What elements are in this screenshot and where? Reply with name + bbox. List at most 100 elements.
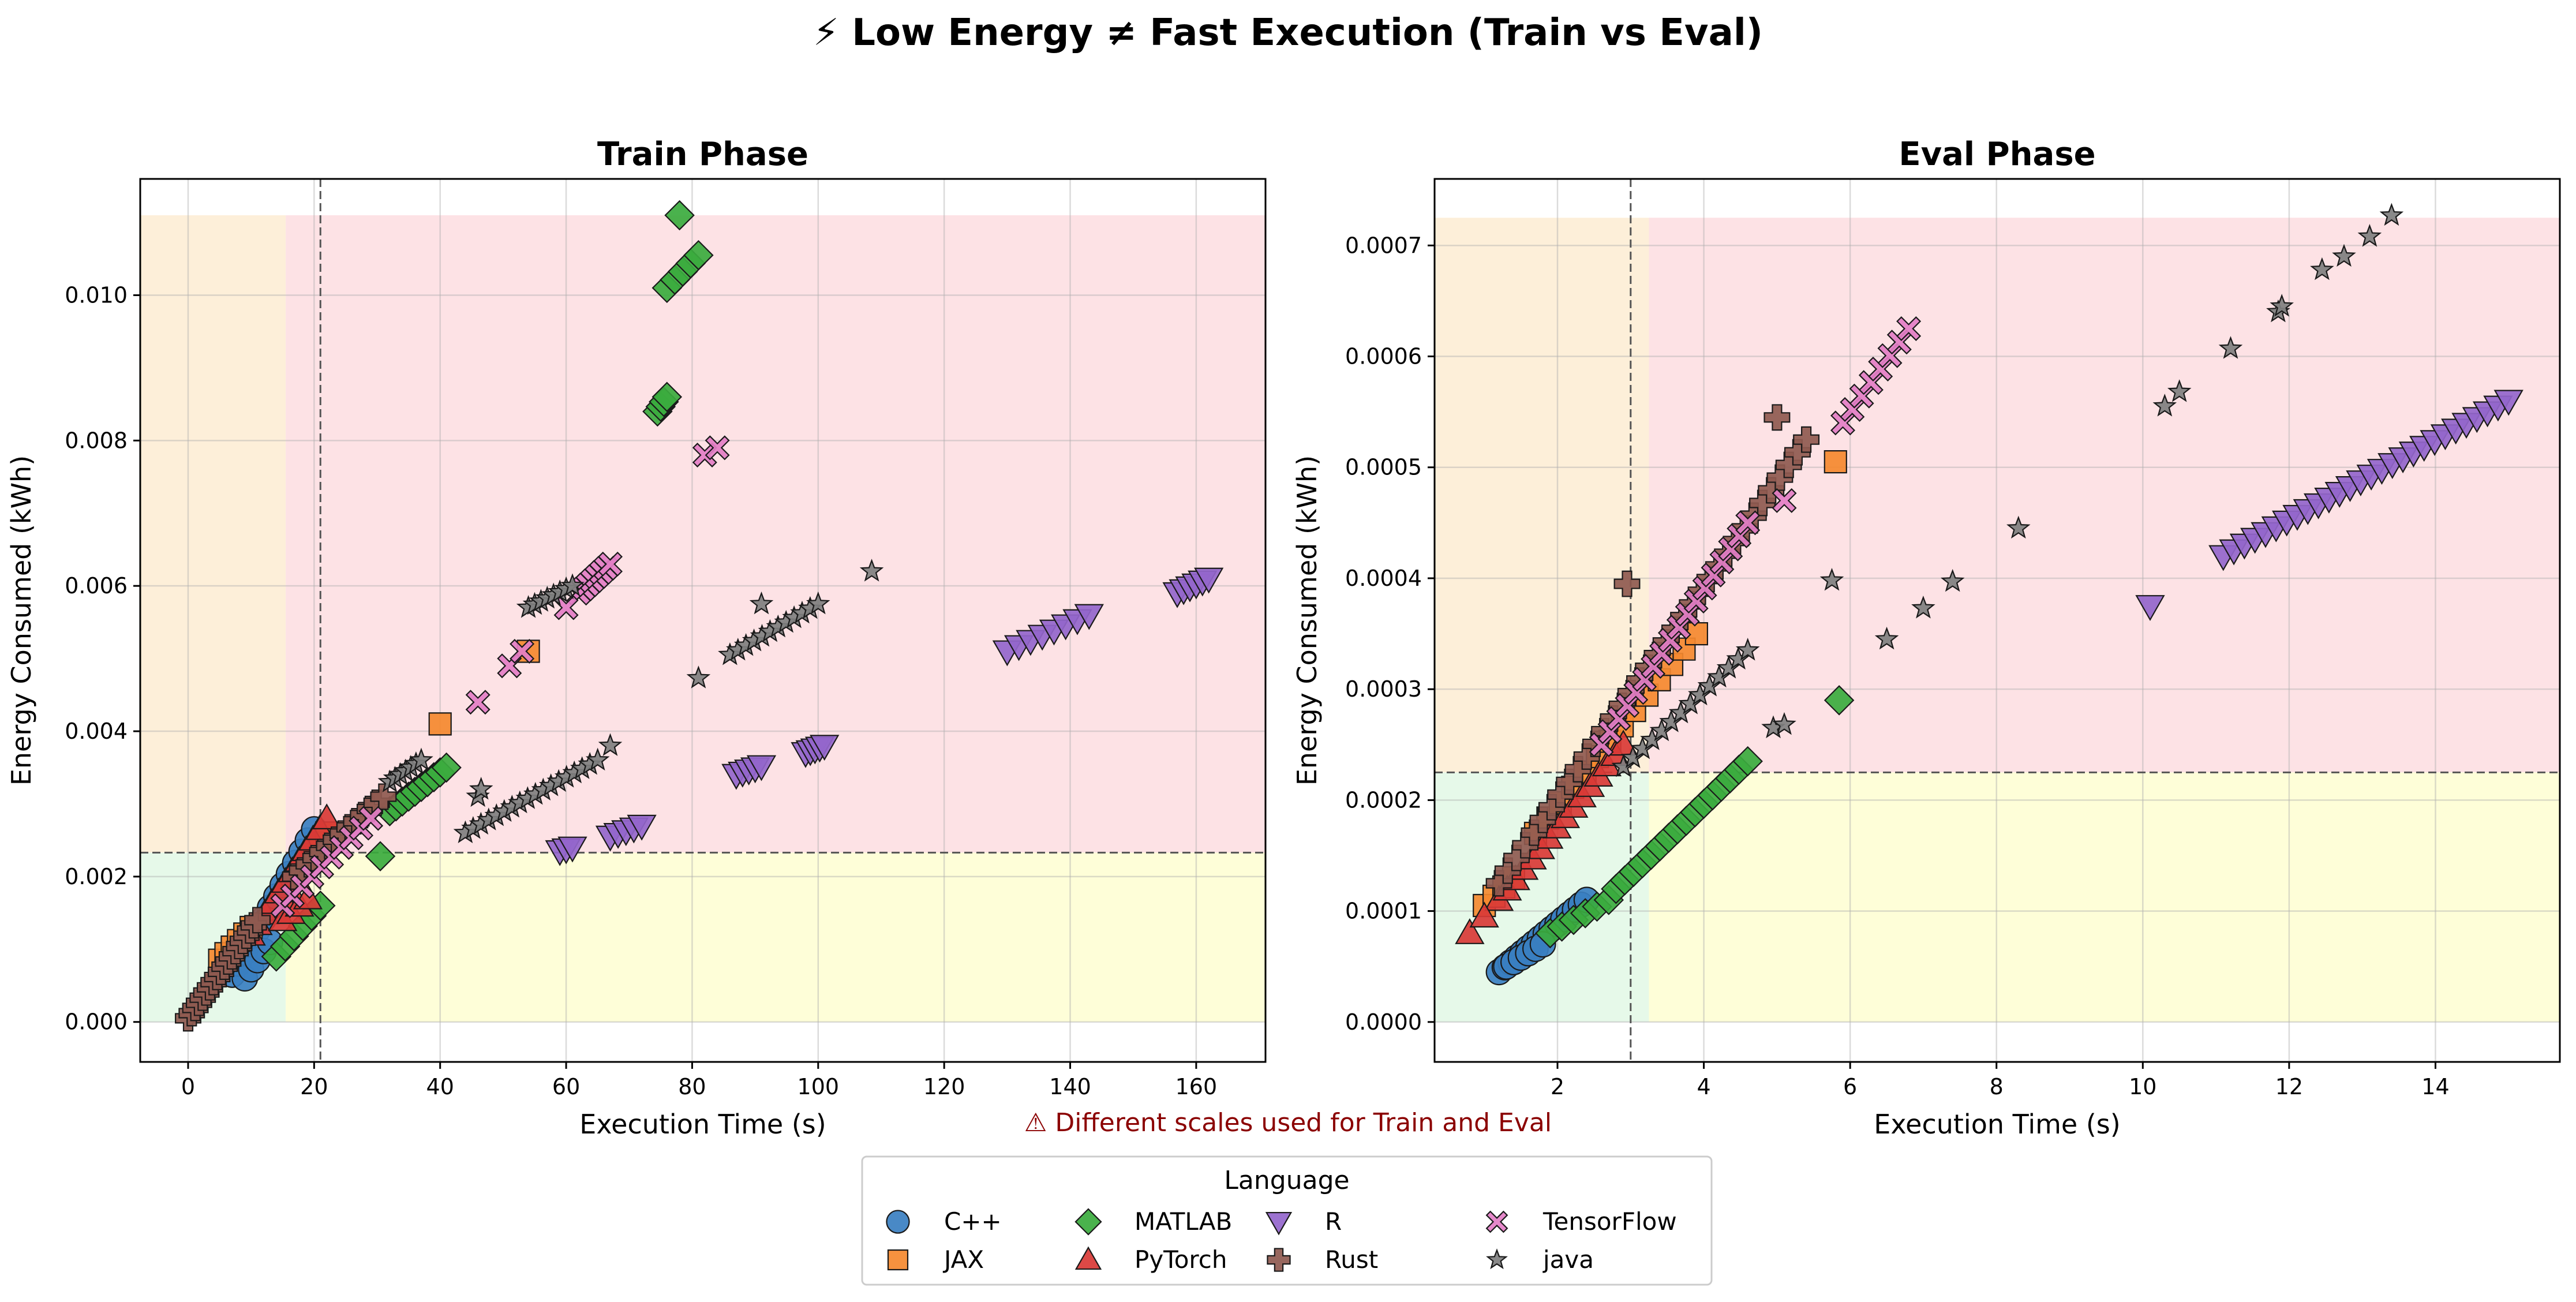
x-tick-label: 40 <box>426 1074 454 1099</box>
data-point <box>2218 336 2243 359</box>
legend-item: MATLAB <box>1074 1207 1232 1236</box>
data-point <box>1735 510 1761 536</box>
figure-title: ⚡ Low Energy ≠ Fast Execution (Train vs … <box>813 12 1763 54</box>
data-point <box>2135 595 2165 621</box>
region-low-time-high-energy <box>140 215 286 853</box>
data-point <box>358 806 384 831</box>
y-tick-label: 0.0006 <box>1345 344 1422 369</box>
data-point <box>1074 604 1104 630</box>
series-matlab <box>1535 685 1855 949</box>
data-point <box>2310 257 2334 280</box>
data-point <box>1469 901 1499 928</box>
data-point <box>1194 567 1224 594</box>
data-point <box>1940 568 1965 592</box>
x-tick-label: 6 <box>1843 1074 1857 1099</box>
legend-marker <box>1486 1248 1508 1270</box>
legend-label: Rust <box>1325 1245 1378 1274</box>
data-point <box>1824 450 1847 474</box>
panel-title: Train Phase <box>597 136 808 173</box>
y-tick-label: 0.006 <box>65 573 128 598</box>
data-point <box>2332 244 2356 267</box>
legend-item: PyTorch <box>1074 1245 1227 1274</box>
data-point <box>749 591 774 615</box>
train-phase-panel: 0 20 40 60 80 100 120 140 160 0.000 0.002 0.004 0.00… <box>6 136 1267 1140</box>
series-java <box>377 559 884 843</box>
legend-marker <box>1074 1246 1102 1270</box>
region-high-time-low-energy <box>1649 772 2560 1022</box>
data-point <box>2152 394 2177 417</box>
y-tick-label: 0.000 <box>65 1009 128 1035</box>
region-high-time-high-energy <box>1649 218 2560 773</box>
data-point <box>1911 596 1935 619</box>
data-point <box>465 690 491 715</box>
legend-marker <box>1074 1208 1102 1236</box>
y-tick-label: 0.010 <box>65 282 128 308</box>
data-point <box>1455 918 1485 944</box>
y-tick-label: 0.0000 <box>1345 1009 1422 1035</box>
data-point <box>598 733 623 756</box>
x-tick-label: 12 <box>2275 1074 2303 1099</box>
y-tick-label: 0.0002 <box>1345 787 1422 813</box>
legend-marker <box>887 1249 909 1271</box>
x-tick-label: 4 <box>1697 1074 1710 1099</box>
y-axis-label: Energy Consumed (kWh) <box>1291 455 1323 785</box>
data-point <box>686 665 711 689</box>
data-point <box>244 907 271 934</box>
legend-label: TensorFlow <box>1542 1207 1677 1236</box>
legend-marker <box>1265 1211 1293 1236</box>
x-axis-label: Execution Time (s) <box>1874 1109 2120 1140</box>
y-tick-label: 0.002 <box>65 864 128 889</box>
plot-area <box>140 179 1265 1062</box>
axes-frame <box>139 178 1267 1063</box>
x-tick-label: 20 <box>300 1074 328 1099</box>
data-point <box>806 591 830 615</box>
legend-item: R <box>1265 1207 1342 1236</box>
legend-item: TensorFlow <box>1485 1207 1677 1236</box>
legend-title: Language <box>1224 1166 1349 1195</box>
data-point <box>1824 685 1855 716</box>
data-point <box>1819 567 1844 591</box>
x-tick-label: 120 <box>923 1074 965 1099</box>
legend-marker <box>1267 1248 1291 1272</box>
eval-phase-panel: 2 4 6 8 10 12 14 0.0000 0.0001 0.0002 0.0003 0.0004… <box>1291 136 2561 1140</box>
region-high-time-low-energy <box>286 852 1265 1022</box>
data-point <box>1874 626 1899 650</box>
legend-label: R <box>1325 1207 1342 1236</box>
data-point <box>1732 746 1763 777</box>
x-tick-label: 80 <box>678 1074 706 1099</box>
x-tick-label: 0 <box>181 1074 195 1099</box>
legend-item: JAX <box>887 1245 984 1274</box>
data-point <box>469 776 493 800</box>
data-point <box>597 551 623 577</box>
x-tick-label: 60 <box>552 1074 580 1099</box>
x-tick-label: 8 <box>1990 1074 2004 1099</box>
plot-area <box>1435 179 2560 1062</box>
y-tick-label: 0.0001 <box>1345 899 1422 924</box>
data-point <box>560 573 585 596</box>
legend-marker <box>886 1210 910 1234</box>
x-axis-label: Execution Time (s) <box>579 1109 826 1140</box>
x-tick-label: 160 <box>1175 1074 1218 1099</box>
legend: Language C++ JAX MATLAB PyTorch R Rust TensorFl… <box>861 1155 1713 1286</box>
y-tick-label: 0.004 <box>65 719 128 744</box>
x-tick-label: 100 <box>797 1074 840 1099</box>
data-point <box>409 747 433 771</box>
legend-marker <box>1485 1210 1508 1233</box>
legend-item: Rust <box>1267 1245 1378 1274</box>
y-tick-label: 0.0004 <box>1345 566 1422 591</box>
x-tick-label: 140 <box>1049 1074 1091 1099</box>
data-point <box>1772 712 1796 735</box>
y-tick-label: 0.0003 <box>1345 676 1422 702</box>
data-point <box>1613 570 1641 597</box>
data-point <box>1896 316 1922 342</box>
data-point <box>2357 224 2382 247</box>
series-java <box>1611 203 2404 777</box>
data-point <box>2167 379 2192 402</box>
data-point <box>1772 488 1797 513</box>
data-point <box>2006 515 2031 539</box>
legend-item: java <box>1486 1245 1594 1274</box>
data-point <box>1793 426 1820 453</box>
x-tick-label: 2 <box>1551 1074 1564 1099</box>
data-point <box>585 747 610 771</box>
